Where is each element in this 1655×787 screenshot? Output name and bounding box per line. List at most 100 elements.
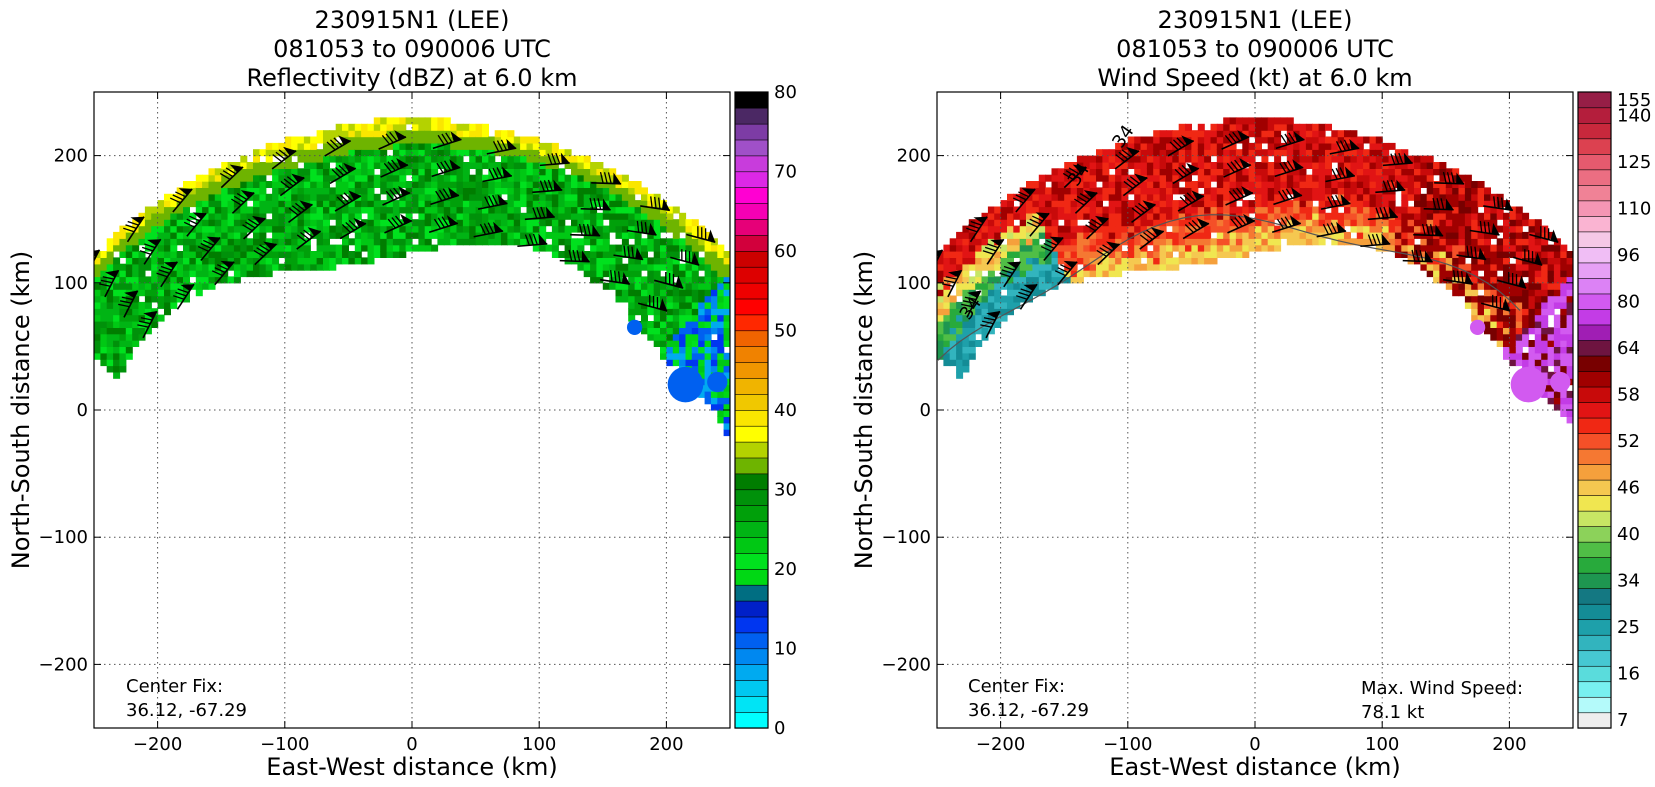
wind-field-cell xyxy=(1146,257,1154,265)
wind-field-cell xyxy=(1534,238,1542,246)
reflectivity-field-cell xyxy=(462,187,470,195)
reflectivity-field-cell xyxy=(380,168,388,176)
reflectivity-field-cell xyxy=(253,174,260,182)
wind-field-cell xyxy=(1363,231,1371,239)
wind-field-cell xyxy=(1312,149,1320,157)
reflectivity-field-cell xyxy=(94,282,101,290)
reflectivity-colorbar-swatch xyxy=(734,536,769,554)
reflectivity-field-cell xyxy=(672,333,680,341)
wind-field-cell xyxy=(1566,403,1573,411)
reflectivity-field-cell xyxy=(373,251,381,258)
wind-field-cell xyxy=(1166,130,1173,138)
wind-field-cell xyxy=(1312,187,1320,195)
reflectivity-field-cell xyxy=(272,168,280,176)
wind-field-cell xyxy=(1204,257,1212,265)
wind-field-cell xyxy=(1242,136,1250,144)
wind-field-cell xyxy=(1223,225,1231,233)
wind-field-cell xyxy=(1026,244,1033,252)
reflectivity-field-cell xyxy=(679,321,687,328)
wind-colorbar-swatch xyxy=(1577,619,1612,636)
reflectivity-wind-barb xyxy=(640,196,671,212)
reflectivity-wind-barb xyxy=(428,215,459,234)
reflectivity-field-cell xyxy=(278,219,286,227)
wind-field-cell xyxy=(1356,181,1364,188)
reflectivity-field-cell xyxy=(361,238,369,246)
wind-field-cell xyxy=(1503,257,1510,265)
reflectivity-field-cell xyxy=(310,263,318,271)
reflectivity-field-cell xyxy=(348,136,356,144)
wind-field-cell xyxy=(1509,282,1517,290)
reflectivity-field-cell xyxy=(456,212,464,220)
wind-field-cell xyxy=(1547,257,1555,265)
wind-colorbar-swatch xyxy=(1577,603,1612,621)
reflectivity-field-cell xyxy=(303,219,311,227)
reflectivity-field-cell xyxy=(539,181,547,188)
reflectivity-field-cell xyxy=(513,206,521,214)
wind-field-cell xyxy=(1267,231,1275,239)
wind-field-cell xyxy=(1038,282,1046,290)
reflectivity-field-cell xyxy=(431,181,439,188)
wind-field-cell xyxy=(1121,257,1129,265)
reflectivity-field-cell xyxy=(354,231,362,239)
wind-field-cell xyxy=(943,301,951,309)
reflectivity-field-cell xyxy=(551,212,559,220)
reflectivity-field-cell xyxy=(291,142,299,150)
wind-colorbar-tick: 140 xyxy=(1617,105,1651,126)
wind-field-cell xyxy=(1248,149,1256,157)
wind-field-cell xyxy=(1007,263,1014,271)
wind-field-cell xyxy=(1471,219,1479,227)
wind-field-cell xyxy=(962,244,970,252)
wind-field-cell xyxy=(968,276,976,284)
wind-ytick-label: 200 xyxy=(897,146,931,167)
wind-field-cell xyxy=(1375,219,1383,227)
reflectivity-field-cell xyxy=(462,168,470,176)
reflectivity-field-cell xyxy=(641,327,648,335)
reflectivity-field-cell xyxy=(437,187,445,195)
wind-field-cell xyxy=(1286,238,1294,246)
reflectivity-field-cell xyxy=(431,231,439,239)
wind-field-cell xyxy=(1305,162,1313,169)
reflectivity-field-cell xyxy=(100,251,108,258)
wind-field-cell xyxy=(1464,174,1472,182)
reflectivity-field-cell xyxy=(348,193,356,201)
wind-field-cell xyxy=(1420,162,1428,169)
wind-field-cell xyxy=(1045,200,1053,208)
wind-field-cell xyxy=(1223,187,1231,195)
reflectivity-field-cell xyxy=(469,187,477,195)
wind-wind-barb xyxy=(1040,236,1064,262)
wind-field-cell xyxy=(1566,251,1573,258)
reflectivity-field-cell xyxy=(208,181,216,188)
reflectivity-field-cell xyxy=(590,181,598,188)
reflectivity-field-cell xyxy=(475,238,483,246)
reflectivity-field-cell xyxy=(488,238,496,246)
reflectivity-field-cell xyxy=(386,251,394,258)
reflectivity-field-cell xyxy=(291,257,299,265)
reflectivity-field-cell xyxy=(323,225,330,233)
wind-field-cell xyxy=(1344,162,1351,169)
wind-field-cell xyxy=(1057,193,1065,201)
wind-field-cell xyxy=(1439,181,1447,188)
wind-field-cell xyxy=(1210,136,1218,144)
reflectivity-field-cell xyxy=(609,225,617,233)
reflectivity-field-cell xyxy=(202,219,210,227)
wind-field-cell xyxy=(1299,206,1307,214)
reflectivity-field-cell xyxy=(596,174,604,182)
reflectivity-field-cell xyxy=(265,225,273,233)
reflectivity-field-cell xyxy=(399,251,407,258)
wind-field-cell xyxy=(956,365,964,373)
reflectivity-field-cell xyxy=(609,193,617,201)
reflectivity-field-cell xyxy=(335,155,343,163)
wind-field-cell xyxy=(1350,168,1358,176)
wind-field-cell xyxy=(1464,225,1472,233)
reflectivity-field-cell xyxy=(647,263,655,271)
reflectivity-field-cell xyxy=(259,270,267,278)
wind-field-cell xyxy=(1076,212,1084,220)
reflectivity-field-cell xyxy=(272,187,280,195)
reflectivity-field-cell xyxy=(653,212,661,220)
wind-field-cell xyxy=(1407,193,1415,201)
wind-field-cell xyxy=(1070,263,1078,271)
wind-field-cell xyxy=(1344,238,1351,246)
wind-colorbar-swatch xyxy=(1577,169,1612,186)
wind-field-cell xyxy=(1261,181,1269,188)
wind-field-cell xyxy=(1350,225,1358,233)
